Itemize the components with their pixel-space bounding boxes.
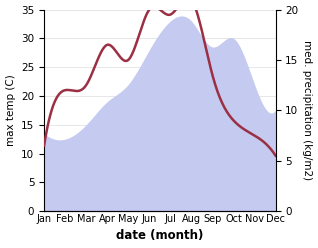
Y-axis label: med. precipitation (kg/m2): med. precipitation (kg/m2) [302, 40, 313, 180]
Y-axis label: max temp (C): max temp (C) [5, 74, 16, 146]
X-axis label: date (month): date (month) [116, 229, 204, 243]
